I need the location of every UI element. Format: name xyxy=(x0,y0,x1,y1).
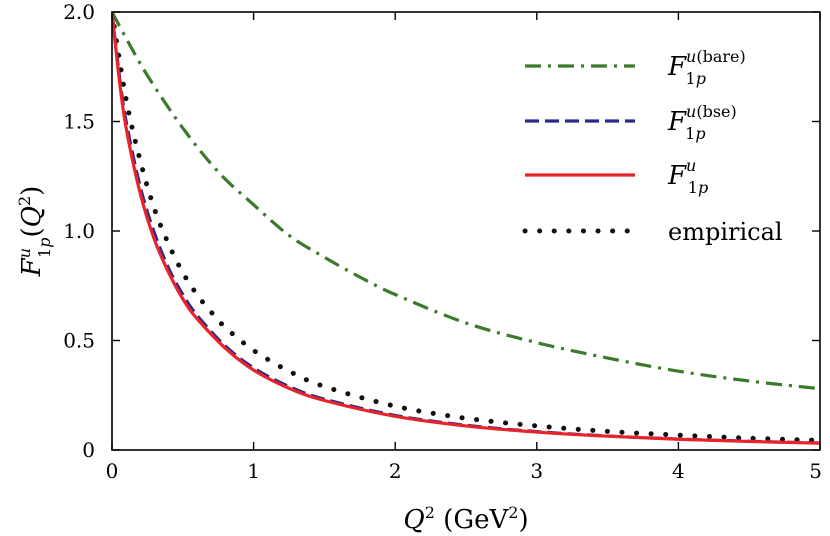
y-tick-label: 0.5 xyxy=(63,329,95,353)
series-line-bare xyxy=(112,12,820,391)
y-tick-label: 0 xyxy=(82,438,95,462)
legend: Fu(bare) 1p Fu(bse) 1p Fu 1p empirical xyxy=(522,47,783,246)
legend-label: Fu(bare) 1p xyxy=(667,47,746,88)
series-line-total xyxy=(112,12,820,445)
x-tick-label: 5 xyxy=(809,459,822,483)
legend-label: empirical xyxy=(668,218,783,246)
x-tick-label: 2 xyxy=(389,459,402,483)
x-axis-title: Q2 (GeV2) xyxy=(403,503,528,535)
y-axis-title: Fu1p(Q2) xyxy=(15,186,54,278)
x-tick-label: 1 xyxy=(247,459,260,483)
series-layer xyxy=(112,12,820,445)
x-tick-label: 0 xyxy=(106,459,119,483)
y-tick-label: 2.0 xyxy=(63,0,95,24)
x-tick-label: 3 xyxy=(530,459,543,483)
y-tick-label: 1.0 xyxy=(63,219,95,243)
ticks-layer xyxy=(111,11,821,451)
y-tick-label: 1.5 xyxy=(63,110,95,134)
legend-label: Fu(bse) 1p xyxy=(667,102,737,143)
x-tick-label: 4 xyxy=(672,459,685,483)
legend-label: Fu 1p xyxy=(667,156,708,197)
tick-labels-layer: 0 1 2 3 4 5 0 0.5 1.0 1.5 2.0 xyxy=(63,0,822,483)
